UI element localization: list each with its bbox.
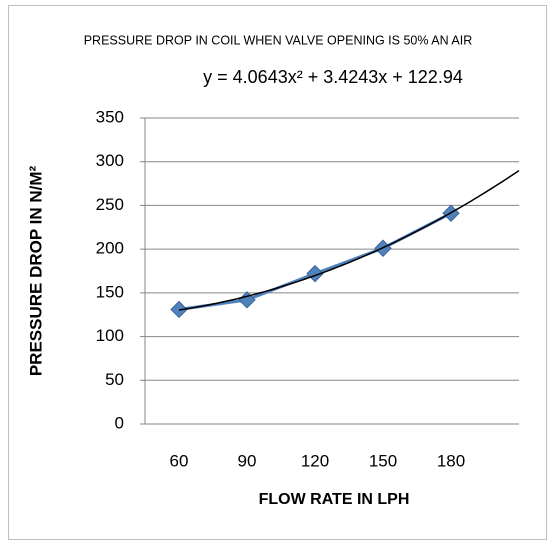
y-tick-label: 250 — [96, 195, 124, 214]
y-tick-label: 50 — [105, 370, 124, 389]
x-tick-label: 180 — [437, 451, 465, 470]
chart-frame — [8, 5, 547, 540]
trendline-equation: y = 4.0643x² + 3.4243x + 122.94 — [203, 67, 463, 87]
y-tick-label: 200 — [96, 239, 124, 258]
x-tick-label: 90 — [238, 451, 257, 470]
x-tick-label: 60 — [170, 451, 189, 470]
y-tick-label: 150 — [96, 282, 124, 301]
y-tick-label: 350 — [96, 107, 124, 126]
x-tick-label: 120 — [301, 451, 329, 470]
y-axis-title: PRESSURE DROP IN N/M² — [26, 166, 45, 377]
data-marker — [306, 264, 324, 283]
y-tick-label: 100 — [96, 326, 124, 345]
y-tick-label: 0 — [115, 413, 124, 432]
x-tick-label: 150 — [369, 451, 397, 470]
chart-title: PRESSURE DROP IN COIL WHEN VALVE OPENING… — [84, 33, 473, 47]
x-axis-title: FLOW RATE IN LPH — [259, 491, 410, 508]
y-tick-label: 300 — [96, 151, 124, 170]
trendline — [178, 170, 520, 311]
